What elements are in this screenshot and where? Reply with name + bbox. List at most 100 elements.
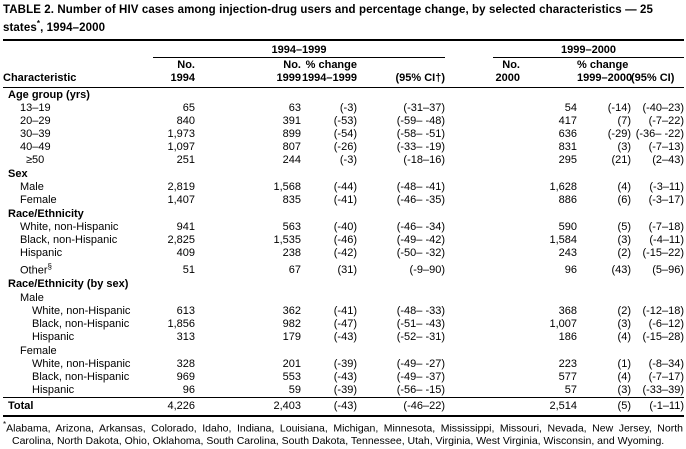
cell-pct-change-1994-1999: (-42) bbox=[333, 246, 357, 259]
cell-ci-1994-1999: (-52– -31) bbox=[396, 331, 445, 344]
cell-ci-1994-1999: (-49– -37) bbox=[396, 371, 445, 384]
row-label: Black, non-Hispanic bbox=[32, 371, 130, 384]
row-label: Sex bbox=[8, 167, 28, 180]
cell-pct-change-1999-2000: (2) bbox=[617, 246, 631, 259]
section-row: Race/Ethnicity (by sex) bbox=[3, 277, 684, 291]
table-row: 20–29 840 391 (-53) (-59– -48) 417 (7) (-7–22) bbox=[3, 115, 684, 128]
col-header-no-1999: No. 1999 bbox=[195, 57, 301, 88]
column-gap bbox=[445, 181, 493, 194]
cell-ci-1994-1999: (-58– -51) bbox=[396, 127, 445, 140]
column-gap bbox=[445, 358, 493, 371]
table-row: Male 2,819 1,568 (-44) (-48– -41) 1,628 (4) (-3… bbox=[3, 181, 684, 194]
row-label: 30–39 bbox=[20, 127, 51, 140]
cell-ci-1994-1999: (-31–37) bbox=[403, 101, 445, 114]
cell-ci-1994-1999: (-59– -48) bbox=[396, 114, 445, 127]
cell-ci-1999-2000: (-6–12) bbox=[648, 318, 685, 331]
table-row: Black, non-Hispanic 1,856 982 (-47) (-51– -4… bbox=[3, 318, 684, 331]
row-label: 40–49 bbox=[20, 140, 51, 153]
table-row: Hispanic 409 238 (-42) (-50– -32) 243 (2) (-15–… bbox=[3, 247, 684, 260]
cell-pct-change-1999-2000: (1) bbox=[617, 358, 631, 371]
row-label: Male bbox=[20, 180, 44, 193]
cell-pct-change-1994-1999: (-46) bbox=[333, 233, 357, 246]
row-label: Female bbox=[20, 345, 57, 358]
table-title-tail: , 1994–2000 bbox=[40, 21, 106, 34]
cell-no-1999: 59 bbox=[288, 384, 301, 397]
footnote-states: *Alabama, Arizona, Arkansas, Colorado, I… bbox=[3, 419, 683, 448]
column-gap bbox=[445, 397, 493, 418]
table-row: White, non-Hispanic 328 201 (-39) (-49– -27)… bbox=[3, 358, 684, 371]
section-row: Race/Ethnicity bbox=[3, 207, 684, 221]
row-label: Age group (yrs) bbox=[8, 88, 90, 101]
cell-no-2000: 57 bbox=[564, 384, 577, 397]
table-row: White, non-Hispanic 941 563 (-40) (-46– -34)… bbox=[3, 221, 684, 234]
cell-no-1999: 391 bbox=[282, 114, 301, 127]
footnote-marker: * bbox=[3, 420, 7, 430]
cell-pct-change-1999-2000: (4) bbox=[617, 331, 631, 344]
cell-ci-1999-2000: (2–43) bbox=[652, 153, 685, 166]
cell-no-1999: 67 bbox=[288, 264, 301, 277]
cell-no-1994: 840 bbox=[176, 114, 195, 127]
cell-pct-change-1994-1999: (-39) bbox=[333, 358, 357, 371]
cell-ci-1999-2000: (-8–34) bbox=[648, 358, 685, 371]
table-title-main: TABLE 2. Number of HIV cases among injec… bbox=[3, 4, 653, 34]
row-label: Male bbox=[20, 292, 44, 305]
cell-no-1999: 982 bbox=[282, 318, 301, 331]
table-row: Female 1,407 835 (-41) (-46– -35) 886 (6) (-3–1… bbox=[3, 194, 684, 207]
section-row: Age group (yrs) bbox=[3, 87, 684, 102]
column-gap bbox=[445, 318, 493, 331]
cell-pct-change-1994-1999: (-3) bbox=[339, 101, 357, 114]
cell-ci-1999-2000: (-15–22) bbox=[642, 246, 685, 259]
col-header-pct-change-1999-2000: % change 1999–2000 bbox=[577, 57, 632, 88]
table-row: Black, non-Hispanic 2,825 1,535 (-46) (-49– … bbox=[3, 234, 684, 247]
cell-ci-1994-1999: (-9–90) bbox=[409, 264, 445, 277]
cell-no-1999: 362 bbox=[282, 305, 301, 318]
cell-no-1994: 251 bbox=[176, 153, 195, 166]
col-header-no-2000: No. 2000 bbox=[493, 57, 577, 88]
cell-no-1999: 63 bbox=[288, 101, 301, 114]
cell-pct-change-1994-1999: (-47) bbox=[333, 318, 357, 331]
cell-no-1994: 328 bbox=[176, 358, 195, 371]
cell-pct-change-1994-1999: (-43) bbox=[333, 371, 357, 384]
cell-no-2000: 368 bbox=[558, 305, 577, 318]
cell-ci-1999-2000: (-3–11) bbox=[649, 180, 685, 193]
cell-pct-change-1999-2000: (-14) bbox=[607, 101, 631, 114]
cell-no-1999: 179 bbox=[282, 331, 301, 344]
cell-no-1994: 969 bbox=[176, 371, 195, 384]
table-row: 40–49 1,097 807 (-26) (-33– -19) 831 (3) (-7–13… bbox=[3, 141, 684, 154]
cell-ci-1994-1999: (-33– -19) bbox=[396, 140, 445, 153]
cell-ci-1999-2000: (-1–11) bbox=[631, 397, 685, 418]
cell-pct-change-1999-2000: (3) bbox=[617, 318, 631, 331]
table-title: TABLE 2. Number of HIV cases among injec… bbox=[3, 3, 684, 41]
cell-ci-1999-2000: (-36– -22) bbox=[635, 127, 685, 140]
cell-no-1999: 2,403 bbox=[195, 397, 301, 418]
column-gap bbox=[445, 194, 493, 207]
cell-pct-change-1999-2000: (3) bbox=[617, 384, 631, 397]
table-body: Age group (yrs) 13–19 65 63 (-3) (-31–37) 54 (-… bbox=[3, 87, 685, 418]
cell-no-1999: 1,568 bbox=[273, 180, 301, 193]
row-label: Black, non-Hispanic bbox=[20, 233, 118, 246]
cell-no-1999: 238 bbox=[282, 246, 301, 259]
cell-no-2000: 577 bbox=[558, 371, 577, 384]
characteristic-column-header: Characteristic bbox=[3, 57, 153, 88]
row-label: Female bbox=[20, 193, 57, 206]
cell-no-2000: 96 bbox=[564, 264, 577, 277]
cell-ci-1999-2000: (-12–18) bbox=[642, 305, 685, 318]
cell-no-2000: 295 bbox=[558, 153, 577, 166]
table-row: White, non-Hispanic 613 362 (-41) (-48– -33)… bbox=[3, 305, 684, 318]
cell-ci-1994-1999: (-48– -33) bbox=[396, 305, 445, 318]
subsection-row: Female bbox=[3, 344, 684, 358]
cell-no-1994: 2,825 bbox=[167, 233, 195, 246]
cell-no-1999: 1,535 bbox=[273, 233, 301, 246]
column-gap bbox=[445, 141, 493, 154]
cell-no-2000: 1,584 bbox=[549, 233, 577, 246]
cell-ci-1999-2000: (5–96) bbox=[652, 264, 685, 277]
table-row: 13–19 65 63 (-3) (-31–37) 54 (-14) (-40–23) bbox=[3, 102, 684, 115]
cell-ci-1994-1999: (-46–22) bbox=[357, 397, 445, 418]
cell-no-1994: 4,226 bbox=[153, 397, 195, 418]
cell-pct-change-1999-2000: (43) bbox=[611, 264, 631, 277]
column-gap bbox=[445, 221, 493, 234]
cell-pct-change-1994-1999: (-43) bbox=[333, 331, 357, 344]
row-label: White, non-Hispanic bbox=[20, 220, 119, 233]
period-group-header-row: 1994–1999 1999–2000 bbox=[3, 41, 685, 58]
